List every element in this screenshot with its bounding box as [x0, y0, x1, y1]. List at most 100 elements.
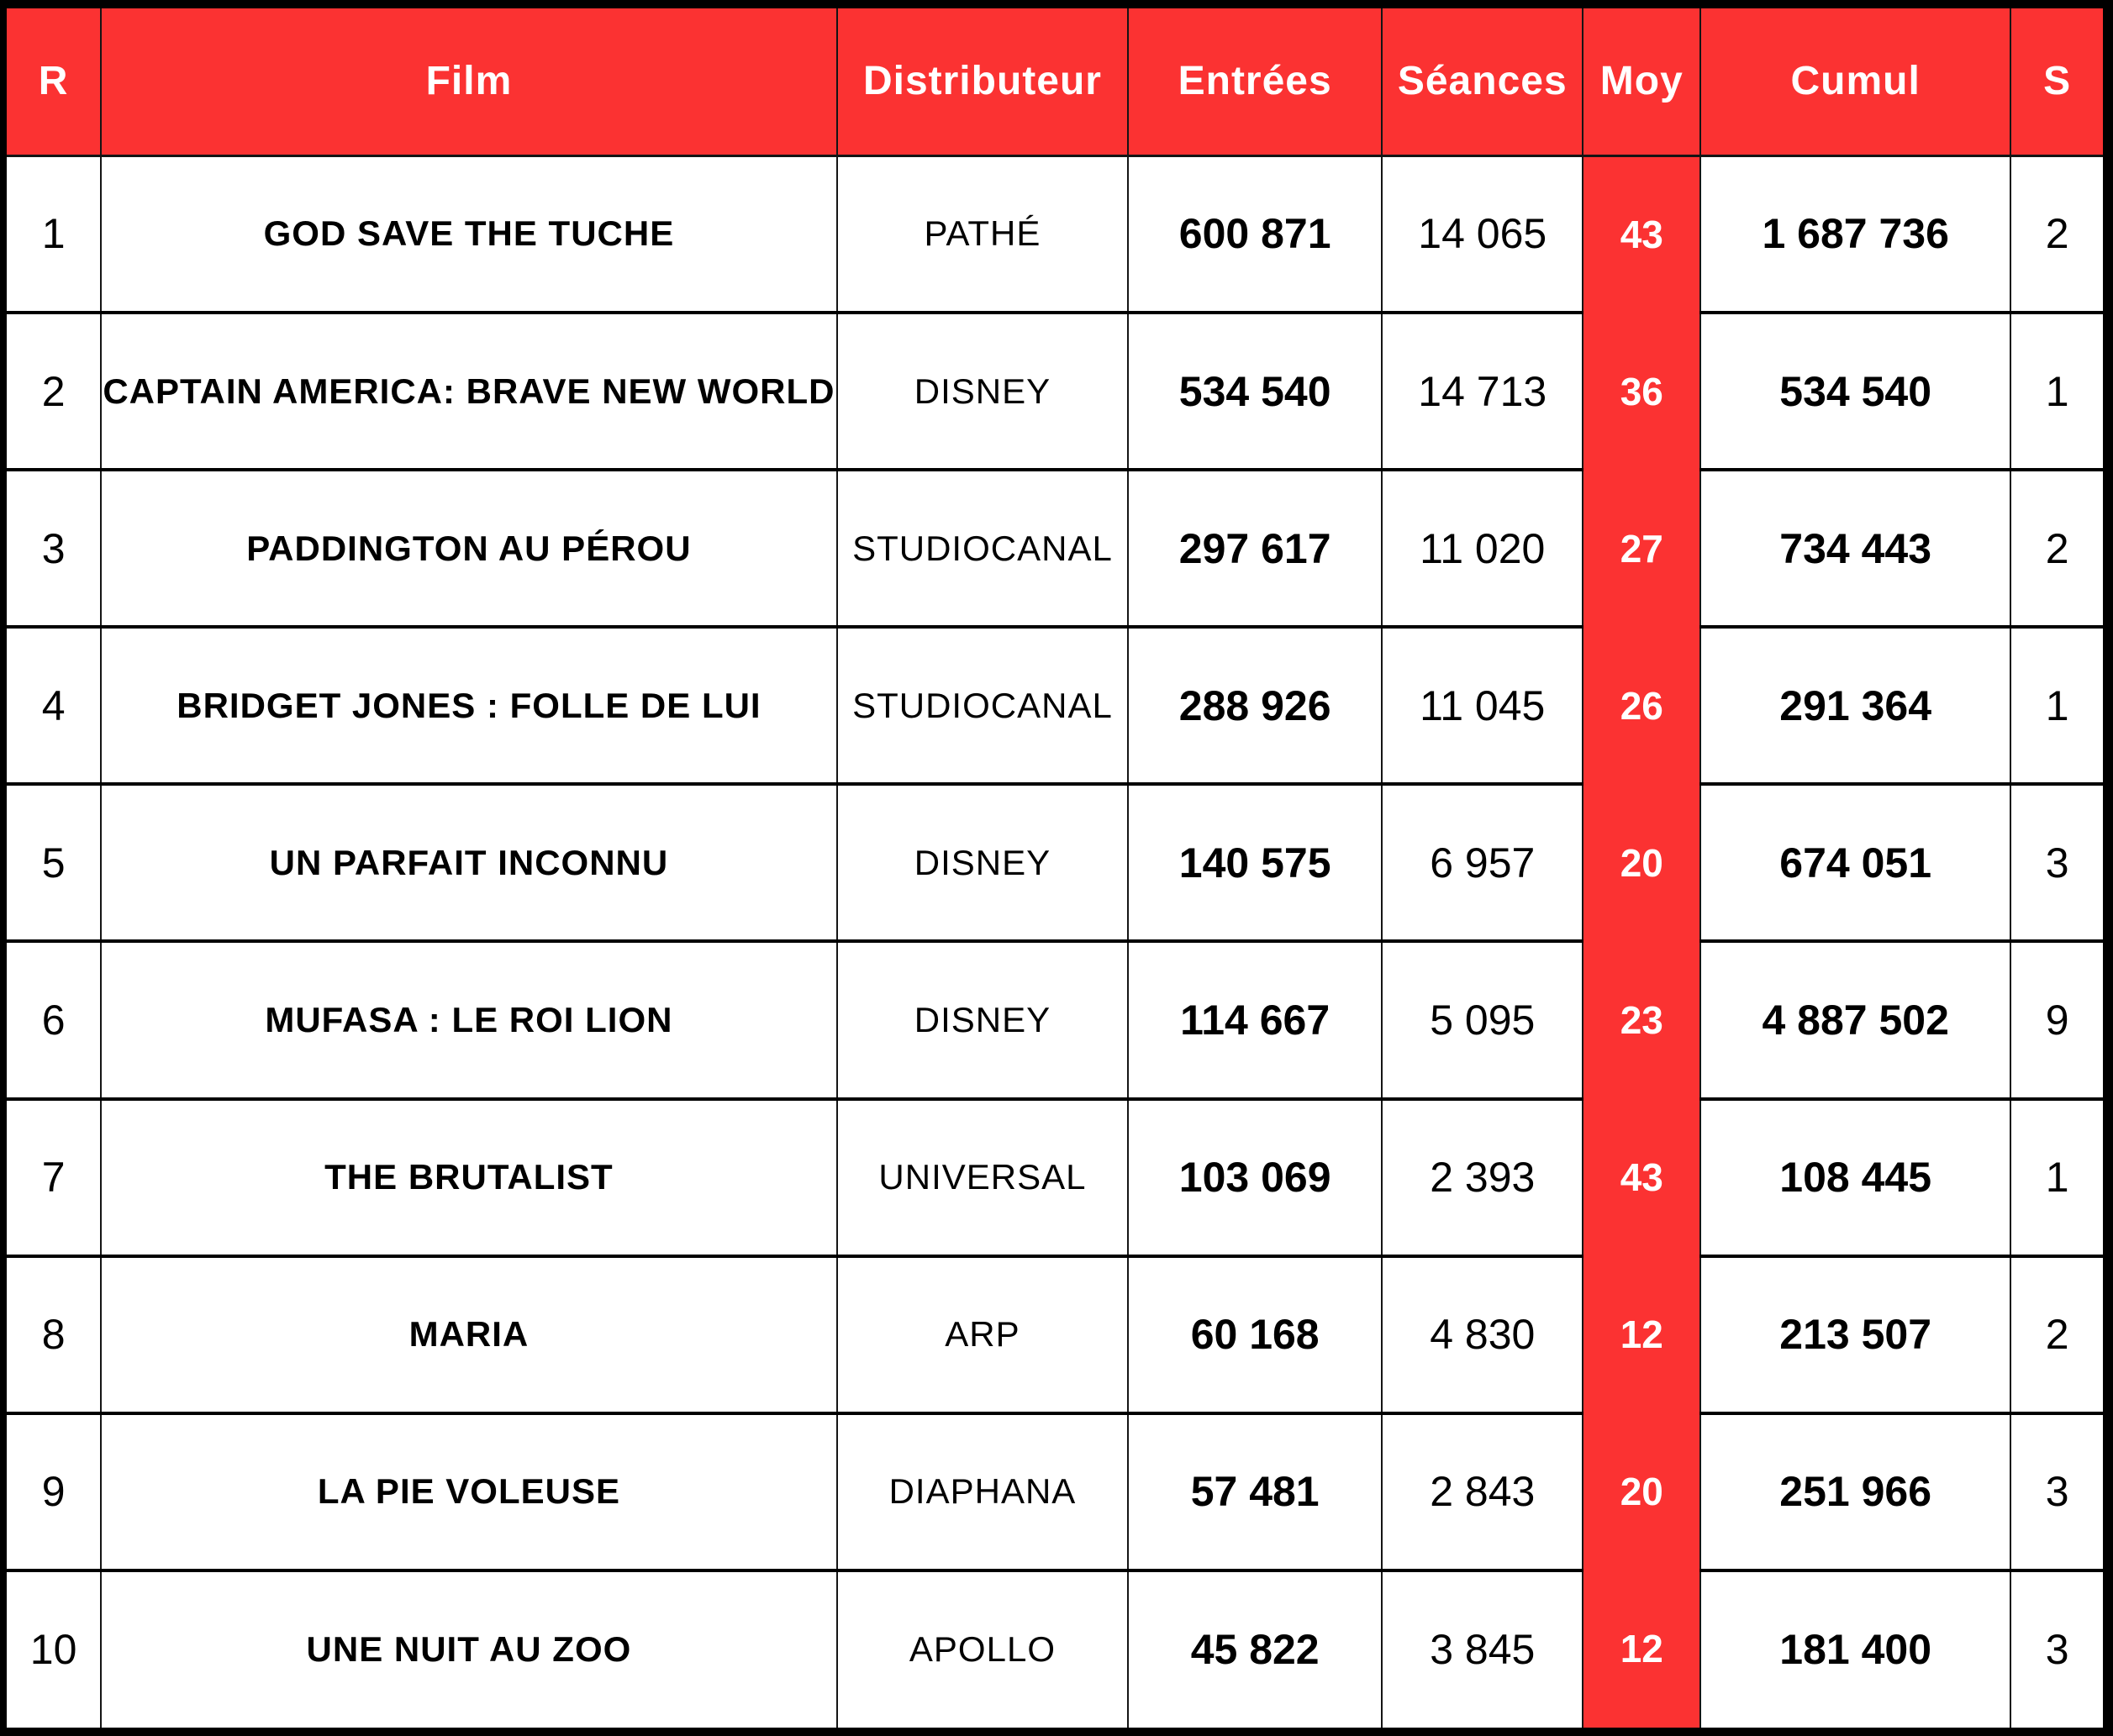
cell-entries: 114 667	[1127, 939, 1383, 1099]
cell-moy: 20	[1582, 1412, 1701, 1570]
cell-cumul: 181 400	[1699, 1568, 2011, 1728]
cell-rank: 9	[7, 1411, 102, 1570]
cell-distributor: DISNEY	[835, 782, 1129, 942]
cell-cumul: 674 051	[1699, 782, 2011, 942]
cell-moy: 43	[1582, 154, 1701, 313]
cell-cumul: 108 445	[1699, 1097, 2011, 1256]
cell-moy: 20	[1582, 784, 1701, 942]
cell-cumul: 534 540	[1699, 311, 2011, 471]
cell-film: THE BRUTALIST	[100, 1097, 837, 1256]
cell-cumul: 213 507	[1699, 1254, 2011, 1413]
table-row: 7 THE BRUTALIST UNIVERSAL 103 069 2 393 43 108…	[7, 1097, 2103, 1256]
cell-cumul: 4 887 502	[1699, 939, 2011, 1099]
cell-weeks: 2	[2010, 468, 2103, 628]
column-header-cumul: Cumul	[1699, 8, 2011, 157]
cell-entries: 45 822	[1127, 1568, 1383, 1728]
cell-film: BRIDGET JONES : FOLLE DE LUI	[100, 625, 837, 785]
cell-entries: 600 871	[1127, 155, 1383, 313]
cell-moy: 23	[1582, 941, 1701, 1099]
cell-entries: 57 481	[1127, 1411, 1383, 1570]
cell-weeks: 3	[2010, 1568, 2103, 1728]
cell-seances: 14 713	[1381, 311, 1583, 471]
cell-distributor: STUDIOCANAL	[835, 625, 1129, 785]
cell-seances: 6 957	[1381, 782, 1583, 942]
column-header-entries: Entrées	[1127, 8, 1383, 157]
cell-seances: 5 095	[1381, 939, 1583, 1099]
cell-film: PADDINGTON AU PÉROU	[100, 468, 837, 628]
cell-film: CAPTAIN AMERICA: BRAVE NEW WORLD	[100, 311, 837, 471]
table-row: 6 MUFASA : LE ROI LION DISNEY 114 667 5 095 2…	[7, 939, 2103, 1099]
cell-entries: 288 926	[1127, 625, 1383, 785]
cell-entries: 297 617	[1127, 468, 1383, 628]
cell-seances: 11 045	[1381, 625, 1583, 785]
cell-rank: 3	[7, 468, 102, 628]
cell-rank: 6	[7, 939, 102, 1099]
cell-weeks: 2	[2010, 155, 2103, 313]
column-header-seances: Séances	[1381, 8, 1583, 157]
cell-weeks: 3	[2010, 782, 2103, 942]
cell-film: MARIA	[100, 1254, 837, 1413]
cell-rank: 5	[7, 782, 102, 942]
cell-film: UN PARFAIT INCONNU	[100, 782, 837, 942]
cell-weeks: 2	[2010, 1254, 2103, 1413]
column-header-weeks: S	[2010, 8, 2103, 157]
cell-distributor: PATHÉ	[835, 155, 1129, 313]
cell-moy: 12	[1582, 1255, 1701, 1413]
cell-entries: 140 575	[1127, 782, 1383, 942]
cell-distributor: APOLLO	[835, 1568, 1129, 1728]
box-office-ranking-table: R Film Distributeur Entrées Séances Moy …	[7, 8, 2103, 1728]
cell-rank: 8	[7, 1254, 102, 1413]
table-row: 8 MARIA ARP 60 168 4 830 12 213 507 2	[7, 1254, 2103, 1413]
table-row: 5 UN PARFAIT INCONNU DISNEY 140 575 6 957 20 6…	[7, 782, 2103, 942]
cell-moy: 27	[1582, 470, 1701, 628]
cell-seances: 11 020	[1381, 468, 1583, 628]
cell-distributor: STUDIOCANAL	[835, 468, 1129, 628]
cell-moy: 26	[1582, 627, 1701, 785]
cell-distributor: DIAPHANA	[835, 1411, 1129, 1570]
cell-rank: 1	[41, 210, 66, 258]
cell-seances: 14 065	[1381, 155, 1583, 313]
cell-film: LA PIE VOLEUSE	[100, 1411, 837, 1570]
cell-film: UNE NUIT AU ZOO	[100, 1568, 837, 1728]
cell-cumul: 734 443	[1699, 468, 2011, 628]
cell-cumul: 1 687 736	[1699, 155, 2011, 313]
cell-seances: 2 393	[1381, 1097, 1583, 1256]
cell-rank: 4	[7, 625, 102, 785]
cell-cumul: 251 966	[1699, 1411, 2011, 1570]
cell-weeks: 1	[2010, 625, 2103, 785]
table-row: 10 UNE NUIT AU ZOO APOLLO 45 822 3 845 12 181 …	[7, 1568, 2103, 1728]
cell-rank: 2	[7, 311, 102, 471]
cell-distributor: DISNEY	[835, 311, 1129, 471]
cell-weeks: 9	[2010, 939, 2103, 1099]
table-row: 1 GOD SAVE THE TUCHE PATHÉ 600 871 14 065 43 1…	[7, 154, 2103, 313]
cell-film: MUFASA : LE ROI LION	[100, 939, 837, 1099]
cell-distributor: UNIVERSAL	[835, 1097, 1129, 1256]
column-header-moy: Moy	[1582, 8, 1701, 157]
cell-rank: 7	[7, 1097, 102, 1256]
table-row: 2 CAPTAIN AMERICA: BRAVE NEW WORLD DISNEY 5…	[7, 311, 2103, 471]
column-header-film: Film	[100, 8, 837, 157]
cell-seances: 2 843	[1381, 1411, 1583, 1570]
cell-distributor: DISNEY	[835, 939, 1129, 1099]
cell-distributor: ARP	[835, 1254, 1129, 1413]
column-header-rank: R	[7, 8, 102, 157]
cell-entries: 60 168	[1127, 1254, 1383, 1413]
cell-rank: 10	[7, 1568, 102, 1728]
cell-entries: 103 069	[1127, 1097, 1383, 1256]
cell-entries: 534 540	[1127, 311, 1383, 471]
table-row: 4 BRIDGET JONES : FOLLE DE LUI STUDIOCANAL…	[7, 625, 2103, 785]
table-body: 1 GOD SAVE THE TUCHE PATHÉ 600 871 14 065 43 1…	[7, 154, 2103, 1728]
column-header-distributor: Distributeur	[835, 8, 1129, 157]
header-row: R Film Distributeur Entrées Séances Moy …	[7, 8, 2103, 157]
cell-film: GOD SAVE THE TUCHE	[100, 155, 837, 313]
cell-seances: 4 830	[1381, 1254, 1583, 1413]
cell-weeks: 1	[2010, 311, 2103, 471]
cell-seances: 3 845	[1381, 1568, 1583, 1728]
cell-moy: 12	[1582, 1570, 1701, 1728]
cell-weeks: 1	[2010, 1097, 2103, 1256]
cell-weeks: 3	[2010, 1411, 2103, 1570]
cell-moy: 43	[1582, 1098, 1701, 1256]
table-row: 3 PADDINGTON AU PÉROU STUDIOCANAL 297 617 11…	[7, 468, 2103, 628]
table-row: 9 LA PIE VOLEUSE DIAPHANA 57 481 2 843 20 251 …	[7, 1411, 2103, 1570]
